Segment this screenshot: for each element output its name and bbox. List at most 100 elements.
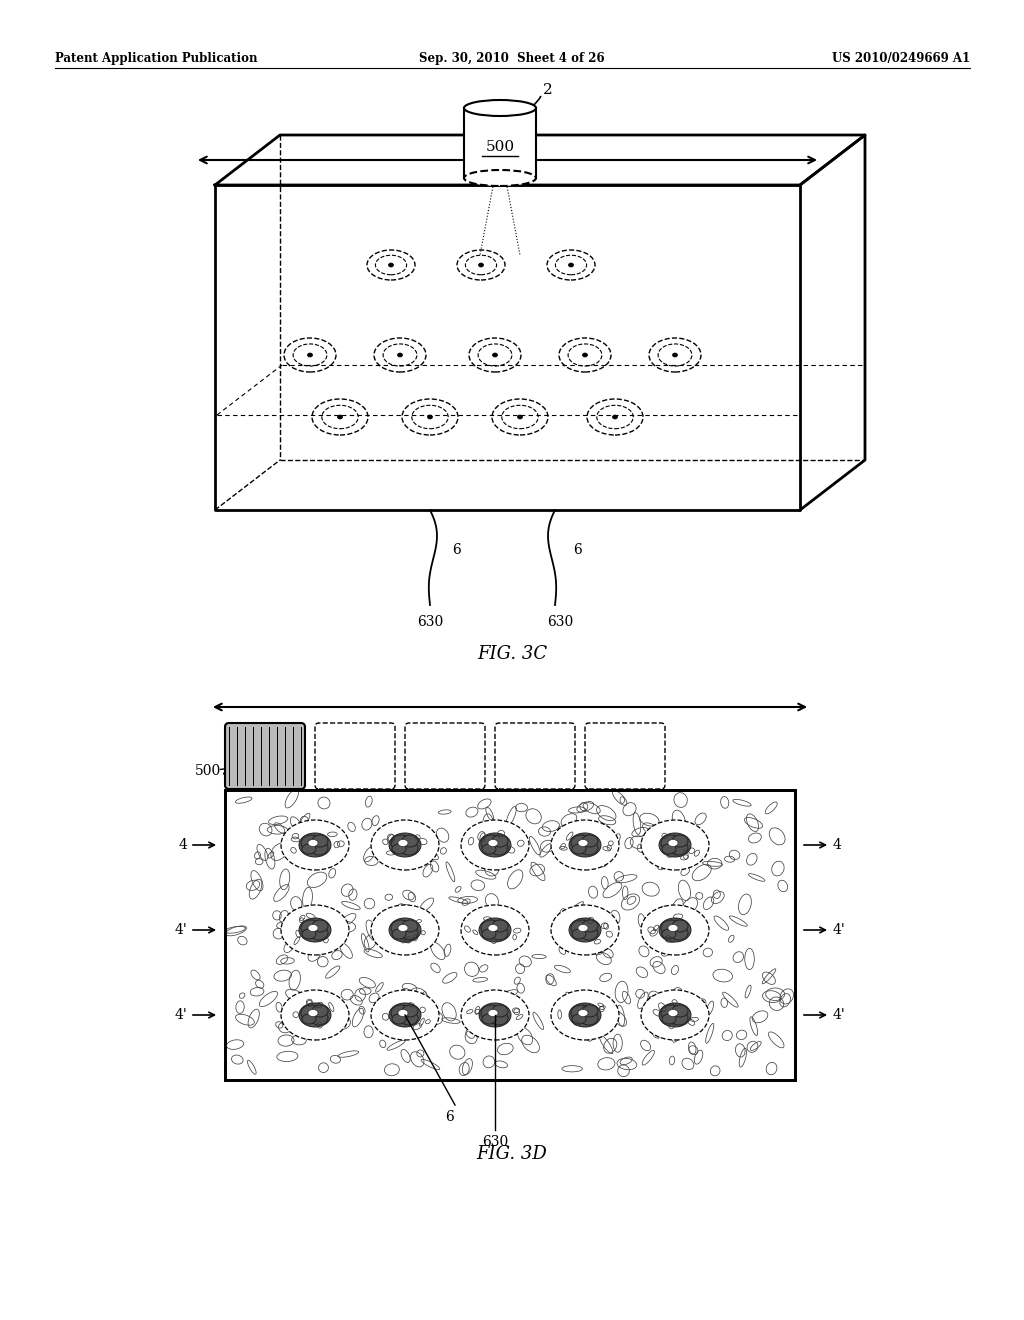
- Ellipse shape: [301, 1005, 321, 1020]
- Ellipse shape: [568, 263, 573, 267]
- Ellipse shape: [299, 833, 331, 857]
- Ellipse shape: [569, 917, 601, 942]
- Ellipse shape: [582, 920, 598, 932]
- Text: 4: 4: [833, 838, 842, 851]
- Ellipse shape: [310, 927, 328, 940]
- Ellipse shape: [490, 841, 508, 855]
- Ellipse shape: [400, 841, 418, 855]
- Text: 6: 6: [452, 543, 461, 557]
- Ellipse shape: [389, 1003, 421, 1027]
- Ellipse shape: [402, 1005, 418, 1016]
- Ellipse shape: [662, 1014, 676, 1024]
- Ellipse shape: [582, 836, 598, 847]
- Ellipse shape: [490, 1011, 508, 1026]
- Ellipse shape: [308, 1010, 318, 1016]
- Ellipse shape: [464, 170, 536, 186]
- Ellipse shape: [481, 836, 501, 851]
- Ellipse shape: [571, 1005, 591, 1020]
- Ellipse shape: [479, 917, 511, 942]
- Ellipse shape: [397, 352, 402, 356]
- Ellipse shape: [490, 927, 508, 940]
- Ellipse shape: [299, 1003, 331, 1027]
- Ellipse shape: [662, 1005, 681, 1020]
- Text: US 2010/0249669 A1: US 2010/0249669 A1: [831, 51, 970, 65]
- Ellipse shape: [659, 833, 691, 857]
- Ellipse shape: [488, 840, 498, 846]
- Text: 4': 4': [174, 1008, 187, 1022]
- Ellipse shape: [482, 929, 496, 939]
- Ellipse shape: [301, 920, 321, 936]
- Text: 6: 6: [445, 1110, 455, 1125]
- Ellipse shape: [580, 927, 598, 940]
- Text: Patent Application Publication: Patent Application Publication: [55, 51, 257, 65]
- Ellipse shape: [571, 920, 591, 936]
- Ellipse shape: [583, 352, 588, 356]
- Ellipse shape: [312, 920, 328, 932]
- Ellipse shape: [580, 1011, 598, 1026]
- Ellipse shape: [641, 820, 709, 870]
- Ellipse shape: [308, 840, 318, 846]
- FancyBboxPatch shape: [315, 723, 395, 789]
- Ellipse shape: [398, 1010, 408, 1016]
- Ellipse shape: [281, 990, 349, 1040]
- Ellipse shape: [478, 263, 483, 267]
- Ellipse shape: [312, 836, 328, 847]
- Bar: [225, 789, 795, 1080]
- FancyBboxPatch shape: [585, 723, 665, 789]
- Ellipse shape: [571, 836, 591, 851]
- Text: 4': 4': [833, 1008, 846, 1022]
- Ellipse shape: [391, 920, 411, 936]
- Ellipse shape: [461, 820, 529, 870]
- Ellipse shape: [662, 929, 676, 939]
- Ellipse shape: [493, 352, 498, 356]
- Ellipse shape: [310, 1011, 328, 1026]
- Ellipse shape: [281, 820, 349, 870]
- Ellipse shape: [392, 1014, 406, 1024]
- Bar: [464, 108, 536, 178]
- Ellipse shape: [641, 990, 709, 1040]
- Ellipse shape: [580, 841, 598, 855]
- Ellipse shape: [388, 263, 393, 267]
- Ellipse shape: [402, 836, 418, 847]
- Text: 4': 4': [174, 923, 187, 937]
- Text: 500: 500: [195, 764, 221, 777]
- Text: 630: 630: [417, 615, 443, 630]
- Ellipse shape: [302, 929, 316, 939]
- Ellipse shape: [569, 1003, 601, 1027]
- Ellipse shape: [668, 924, 678, 932]
- Text: Sep. 30, 2010  Sheet 4 of 26: Sep. 30, 2010 Sheet 4 of 26: [419, 51, 605, 65]
- Ellipse shape: [672, 920, 688, 932]
- Ellipse shape: [668, 1010, 678, 1016]
- Text: 500: 500: [485, 140, 515, 154]
- Ellipse shape: [670, 927, 688, 940]
- Ellipse shape: [482, 843, 496, 854]
- Ellipse shape: [310, 841, 328, 855]
- FancyBboxPatch shape: [495, 723, 575, 789]
- Ellipse shape: [464, 100, 536, 116]
- Ellipse shape: [400, 927, 418, 940]
- Ellipse shape: [551, 990, 618, 1040]
- Ellipse shape: [578, 1010, 588, 1016]
- Ellipse shape: [670, 841, 688, 855]
- Ellipse shape: [281, 906, 349, 954]
- Ellipse shape: [578, 924, 588, 932]
- Ellipse shape: [391, 1005, 411, 1020]
- Ellipse shape: [569, 833, 601, 857]
- Text: 630: 630: [482, 1135, 508, 1148]
- Ellipse shape: [672, 836, 688, 847]
- Ellipse shape: [481, 920, 501, 936]
- Ellipse shape: [662, 920, 681, 936]
- Ellipse shape: [492, 1005, 508, 1016]
- Ellipse shape: [312, 1005, 328, 1016]
- Text: FIG. 3C: FIG. 3C: [477, 645, 547, 663]
- Ellipse shape: [398, 840, 408, 846]
- Ellipse shape: [308, 924, 318, 932]
- Ellipse shape: [479, 833, 511, 857]
- Ellipse shape: [389, 833, 421, 857]
- Ellipse shape: [338, 414, 342, 418]
- Ellipse shape: [371, 820, 439, 870]
- Ellipse shape: [371, 906, 439, 954]
- Ellipse shape: [670, 1011, 688, 1026]
- Ellipse shape: [551, 906, 618, 954]
- Ellipse shape: [672, 1005, 688, 1016]
